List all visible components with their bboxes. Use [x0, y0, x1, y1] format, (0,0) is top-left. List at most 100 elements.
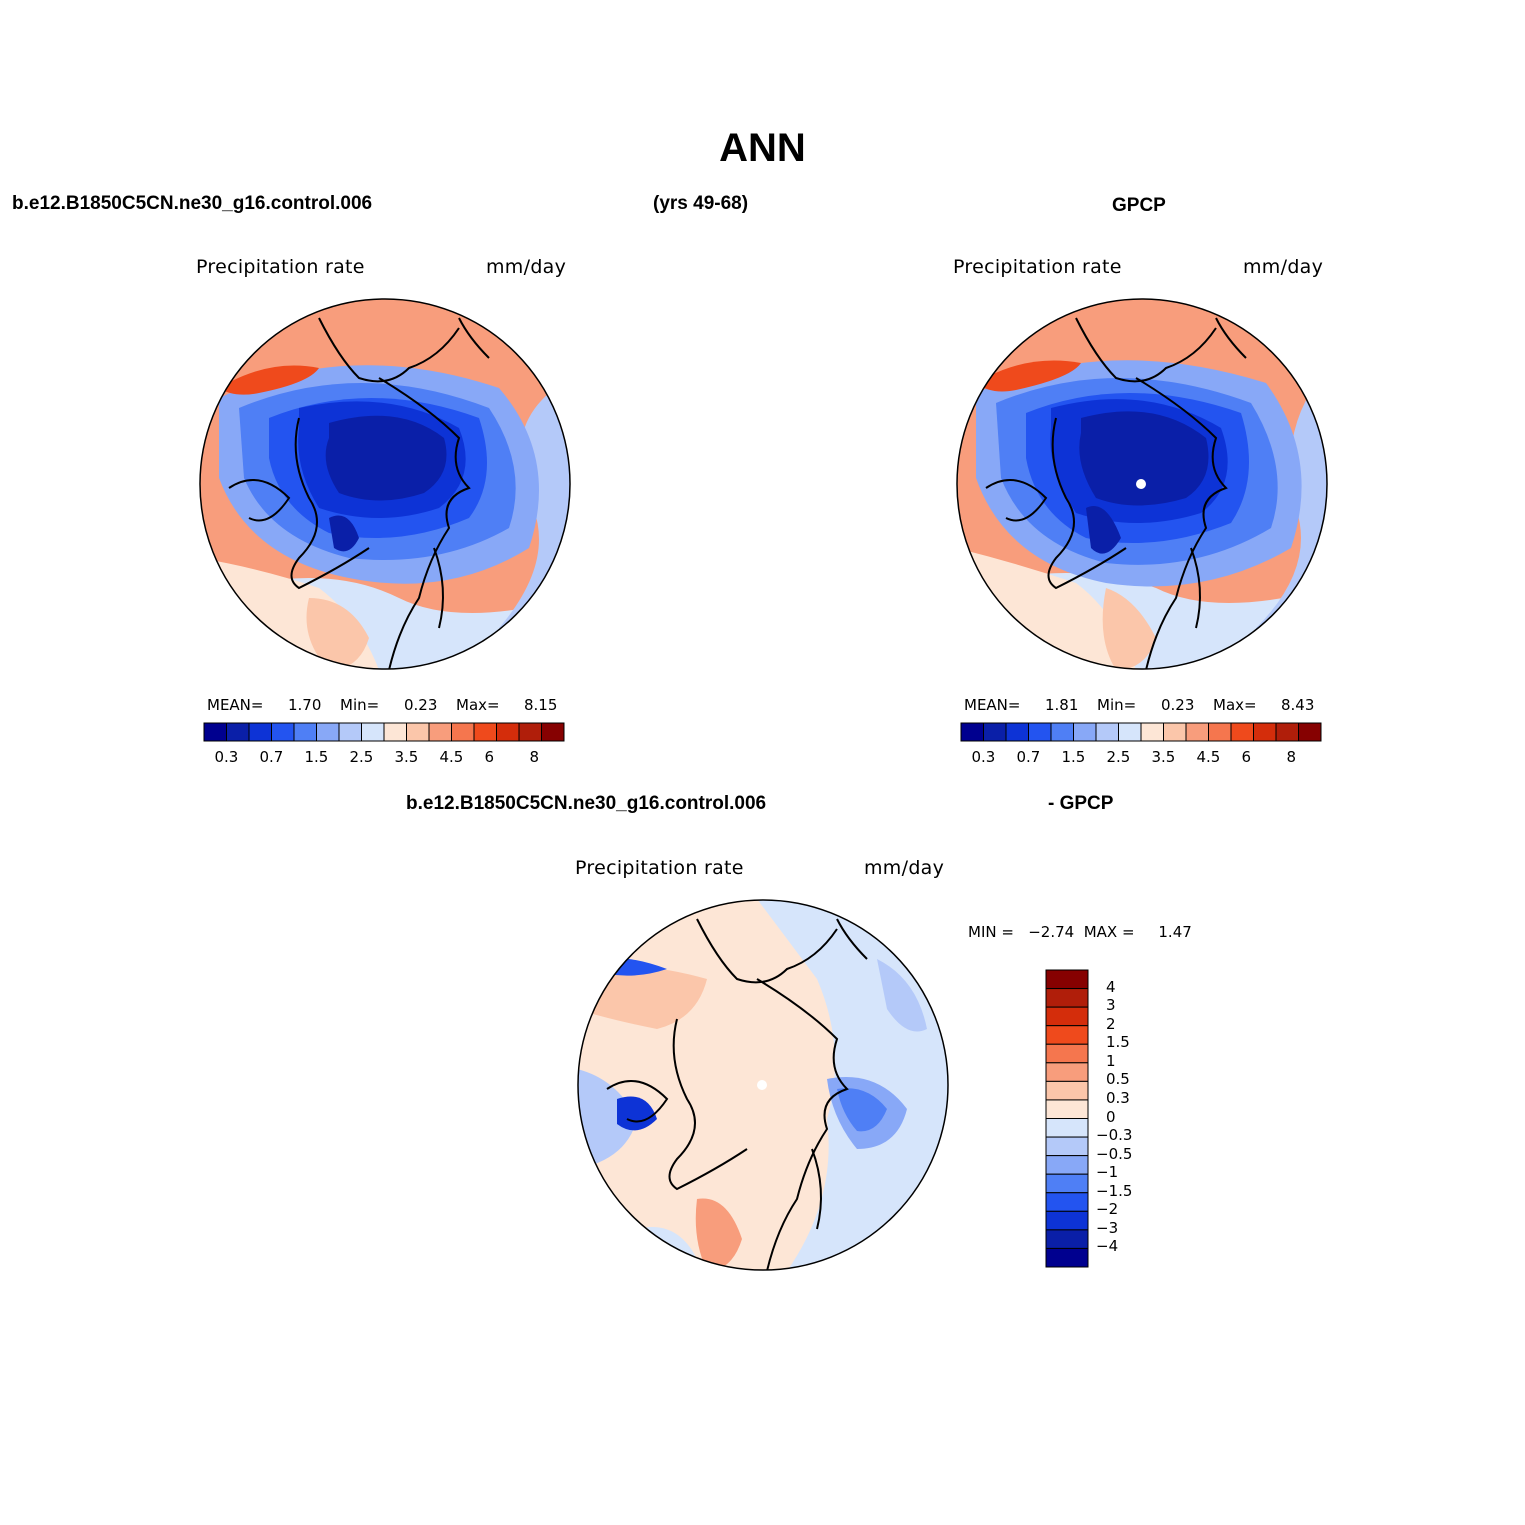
tick-label: 0.3: [971, 748, 996, 766]
colorbar-swatch: [1140, 722, 1164, 742]
diff-panel-var-label: Precipitation rate: [575, 857, 744, 879]
map-boundary: [577, 899, 949, 1271]
obs-name: GPCP: [1112, 195, 1166, 216]
colorbar-swatch: [271, 722, 295, 742]
colorbar-swatch: [1045, 1173, 1089, 1194]
obs-mean-label: MEAN=: [964, 696, 1021, 714]
map-boundary: [956, 298, 1328, 670]
colorbar-swatch: [1045, 1229, 1089, 1249]
colorbar-swatch: [1298, 722, 1322, 742]
colorbar-swatch: [1045, 1006, 1089, 1027]
colorbar-swatch: [361, 722, 385, 742]
figure-title: ANN: [719, 126, 806, 170]
colorbar-swatch: [960, 722, 984, 742]
tick-label: −1: [1096, 1163, 1119, 1182]
colorbar-swatch: [1253, 722, 1277, 742]
colorbar-swatch: [428, 722, 452, 742]
colorbar-swatch: [1185, 722, 1209, 742]
colorbar-swatch: [1045, 1155, 1089, 1175]
field-band-7: [1079, 411, 1209, 506]
model-min-value: 0.23: [404, 696, 438, 714]
tick-label: 1.5: [1061, 748, 1086, 766]
colorbar-swatch: [541, 722, 565, 742]
diff-polar-map: [577, 899, 949, 1271]
tick-label: 6: [1241, 748, 1252, 766]
field-band-11: [877, 959, 927, 1032]
colorbar-swatch: [1275, 722, 1299, 742]
tick-label: 1.5: [1106, 1033, 1130, 1052]
field-band-8: [219, 365, 319, 395]
field-band-4: [837, 1088, 887, 1132]
colorbar-swatch: [1045, 1118, 1089, 1138]
diff-panel-units: mm/day: [864, 857, 945, 879]
colorbar-swatch: [1045, 988, 1089, 1008]
field-band-8: [617, 1096, 657, 1131]
colorbar-swatch: [1045, 1025, 1089, 1045]
colorbar-swatch: [451, 722, 475, 742]
field-band-2: [578, 1069, 637, 1169]
colorbar-swatch: [1045, 969, 1089, 990]
tick-label: 0.7: [259, 748, 284, 766]
colorbar-swatch: [293, 722, 317, 742]
field-band-10: [306, 598, 369, 669]
model-panel-var-label: Precipitation rate: [196, 256, 365, 278]
colorbar-swatch: [1045, 1136, 1089, 1157]
colorbar-swatch: [1045, 1062, 1089, 1082]
tick-label: 0.3: [1106, 1088, 1130, 1107]
tick-label: 8: [1286, 748, 1297, 766]
coastlines: [985, 317, 1247, 669]
coastlines: [606, 918, 868, 1270]
colorbar-swatch: [383, 722, 407, 742]
tick-label: 2.5: [1106, 748, 1131, 766]
tick-label: 0: [1106, 1107, 1116, 1126]
obs-min-label: Min=: [1097, 696, 1137, 714]
tick-label: 2.5: [349, 748, 374, 766]
diff-minmax: MIN = −2.74 MAX = 1.47: [968, 923, 1192, 941]
tick-label: 4: [1106, 977, 1116, 996]
pole-missing-dot: [1136, 479, 1146, 489]
colorbar-swatch: [1073, 722, 1097, 742]
colorbar-swatch: [1230, 722, 1254, 742]
model-mean-label: MEAN=: [207, 696, 264, 714]
model-max-label: Max=: [456, 696, 500, 714]
colorbar-swatch: [1045, 1080, 1089, 1101]
tick-label: 8: [529, 748, 540, 766]
colorbar-swatch: [1045, 1210, 1089, 1231]
colorbar-swatch: [406, 722, 430, 742]
colorbar-swatch: [1045, 1043, 1089, 1064]
field-band-8: [976, 360, 1081, 392]
colorbar-swatch: [1050, 722, 1074, 742]
tick-label: 3.5: [394, 748, 419, 766]
years-label: (yrs 49-68): [653, 193, 749, 214]
obs-mean-value: 1.81: [1045, 696, 1079, 714]
model-mean-value: 1.70: [288, 696, 322, 714]
colorbar-swatch: [248, 722, 272, 742]
colorbar-swatch: [983, 722, 1007, 742]
model-colorbar-ticks: 0.3 0.7 1.5 2.5 3.5 4.5 6 8: [203, 748, 565, 768]
colorbar-swatch: [1118, 722, 1142, 742]
colorbar-swatch: [1208, 722, 1232, 742]
diff-colorbar-ticks: 4 3 2 1.5 1 0.5 0.3 0 −0.3 −0.5 −1 −1.5 …: [1096, 969, 1156, 1269]
colorbar-swatch: [316, 722, 340, 742]
tick-label: −2: [1096, 1200, 1119, 1219]
tick-label: −1.5: [1096, 1181, 1133, 1200]
tick-label: 3: [1106, 996, 1116, 1015]
colorbar-swatch: [1005, 722, 1029, 742]
colorbar-swatch: [338, 722, 362, 742]
obs-colorbar: [960, 722, 1322, 742]
diff-title-right: - GPCP: [1048, 793, 1114, 814]
colorbar-swatch: [496, 722, 520, 742]
tick-label: 0.7: [1016, 748, 1041, 766]
tick-label: −0.3: [1096, 1126, 1133, 1145]
tick-label: −4: [1096, 1237, 1119, 1256]
tick-label: 2: [1106, 1014, 1116, 1033]
pole-missing-dot: [757, 1080, 767, 1090]
field-band-7: [325, 415, 447, 501]
model-case-name: b.e12.B1850C5CN.ne30_g16.control.006: [12, 193, 373, 214]
obs-panel-units: mm/day: [1243, 256, 1324, 278]
model-polar-map: [199, 298, 571, 670]
obs-colorbar-ticks: 0.3 0.7 1.5 2.5 3.5 4.5 6 8: [960, 748, 1322, 768]
tick-label: −3: [1096, 1218, 1119, 1237]
field-band-6: [695, 1198, 742, 1270]
tick-label: 1.5: [304, 748, 329, 766]
